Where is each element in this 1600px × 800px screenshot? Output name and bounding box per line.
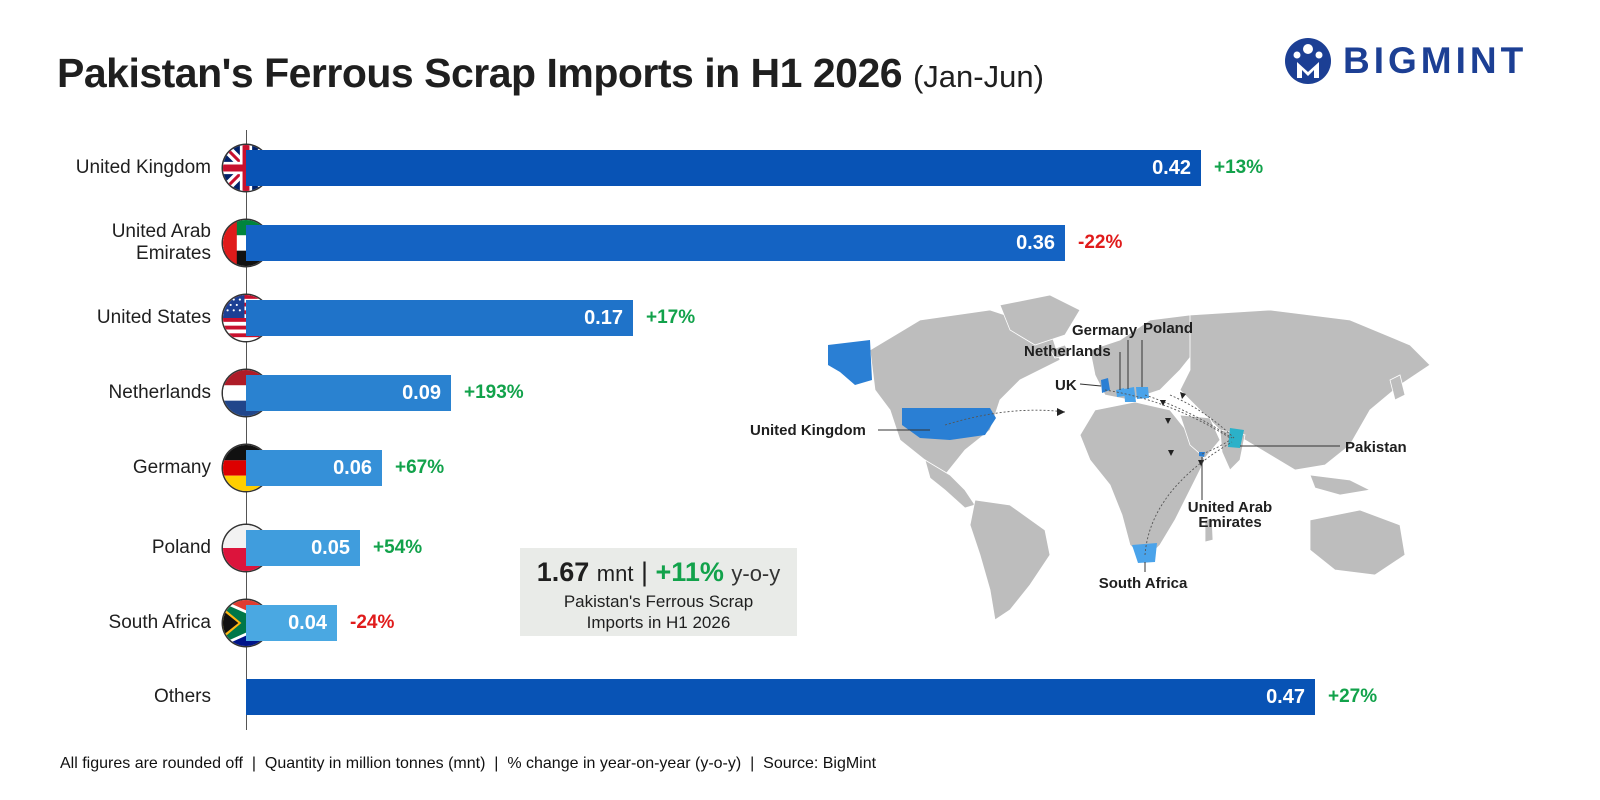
summary-unit: mnt — [596, 561, 634, 586]
bar-value-label: 0.05 — [311, 537, 350, 559]
bar — [246, 375, 451, 411]
summary-desc-line2: Imports in H1 2026 — [586, 613, 731, 632]
category-label: United Arab Emirates — [112, 221, 211, 265]
trade-routes — [944, 389, 1235, 556]
map-label-poland: Poland — [1143, 320, 1193, 337]
bigmint-logo: BIGMINT — [1283, 36, 1527, 86]
summary-change: +11% — [655, 557, 724, 587]
bar-value-label: 0.09 — [402, 382, 441, 404]
category-label: South Africa — [109, 612, 211, 634]
bar-value-label: 0.42 — [1152, 157, 1191, 179]
bar — [246, 530, 360, 566]
map-label-pakistan: Pakistan — [1345, 439, 1407, 456]
map-label-uae-line1: United Arab — [1188, 499, 1272, 516]
category-label: United States — [97, 307, 211, 329]
category-label-line: Others — [153, 686, 211, 707]
pakistan-shape — [1228, 428, 1244, 448]
summary-desc-line1: Pakistan's Ferrous Scrap — [563, 592, 754, 611]
bar-value-label: 0.36 — [1016, 232, 1055, 254]
category-label-line: United Kingdom — [75, 157, 211, 178]
bar — [246, 679, 1315, 715]
summary-separator: | — [641, 557, 649, 587]
category-label-line: Poland — [151, 537, 211, 558]
poland-shape — [1136, 387, 1149, 399]
bar-value-label: 0.17 — [584, 307, 623, 329]
alaska-shape — [828, 340, 872, 385]
world-map: Germany Poland Netherlands UK United Kin… — [750, 294, 1431, 621]
category-label: Others — [154, 686, 211, 708]
category-label: United Kingdom — [76, 157, 211, 179]
yoy-change-label: -22% — [1078, 232, 1123, 253]
category-label-line: South Africa — [108, 612, 211, 633]
page-title: Pakistan's Ferrous Scrap Imports in H1 2… — [57, 50, 1044, 97]
map-label-us: United Kingdom — [750, 422, 866, 439]
category-label-line: Netherlands — [108, 382, 211, 403]
map-label-uk: UK — [1055, 377, 1077, 394]
summary-change-suffix: y-o-y — [731, 561, 781, 586]
footer-note: All figures are rounded off | Quantity i… — [60, 755, 877, 772]
summary-headline: 1.67 mnt | +11% y-o-y — [520, 556, 797, 590]
summary-box: 1.67 mnt | +11% y-o-y Pakistan's Ferrous… — [520, 548, 797, 636]
summary-value: 1.67 — [536, 557, 590, 587]
world-landmass — [869, 294, 1431, 621]
category-label-line: United States — [96, 307, 211, 328]
chart-axis-line — [246, 130, 247, 730]
leader-lines — [878, 340, 1340, 572]
map-label-south-africa: South Africa — [1099, 575, 1188, 592]
category-label: Netherlands — [109, 382, 211, 404]
yoy-change-label: +27% — [1328, 686, 1378, 707]
south-africa-shape — [1132, 543, 1157, 563]
uk-shape — [1101, 378, 1110, 393]
category-label-line: Emirates — [136, 243, 211, 264]
yoy-change-label: +54% — [373, 537, 423, 558]
yoy-change-label: -24% — [350, 612, 395, 633]
bar — [246, 450, 382, 486]
category-label-line: Germany — [132, 457, 211, 478]
category-label-line: United Arab — [111, 221, 211, 242]
bar — [246, 150, 1201, 186]
yoy-change-label: +67% — [395, 457, 445, 478]
bar-value-label: 0.47 — [1266, 686, 1305, 708]
title-main: Pakistan's Ferrous Scrap Imports in H1 2… — [57, 50, 903, 96]
logo-text: BIGMINT — [1343, 40, 1528, 81]
yoy-change-label: +193% — [464, 382, 524, 403]
bigmint-logo-icon — [1285, 38, 1331, 84]
map-label-netherlands: Netherlands — [1024, 343, 1111, 360]
bar — [246, 300, 633, 336]
bar — [246, 605, 337, 641]
category-label: Poland — [152, 537, 211, 559]
bar-value-label: 0.06 — [333, 457, 372, 479]
bar-value-label: 0.04 — [288, 612, 327, 634]
bar — [246, 225, 1065, 261]
yoy-change-label: +13% — [1214, 157, 1264, 178]
map-label-germany: Germany — [1072, 322, 1138, 339]
category-label: Germany — [133, 457, 211, 479]
title-sub: (Jan-Jun) — [912, 59, 1044, 94]
netherlands-shape — [1116, 388, 1125, 397]
yoy-change-label: +17% — [646, 307, 696, 328]
map-label-uae-line2: Emirates — [1198, 514, 1261, 531]
